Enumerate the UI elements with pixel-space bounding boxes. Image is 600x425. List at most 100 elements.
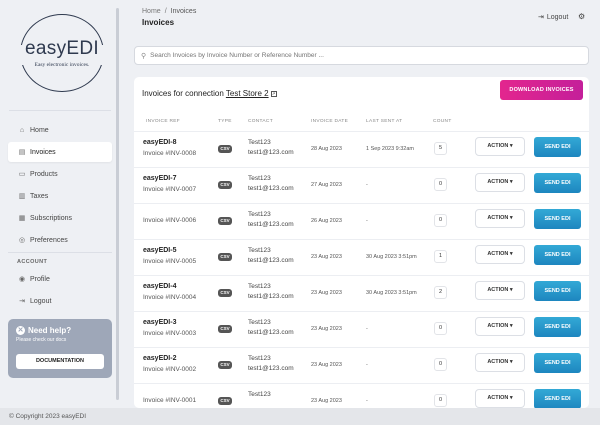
- type-badge: CSV: [218, 289, 232, 297]
- send-edi-button[interactable]: SEND EDI: [534, 245, 581, 265]
- sidebar-item-logout[interactable]: ⇥ Logout: [8, 291, 112, 311]
- invoice-number: Invoice #INV-0003: [143, 330, 197, 337]
- search-input[interactable]: [150, 52, 588, 59]
- sidebar-item-profile[interactable]: ◉ Profile: [8, 269, 112, 289]
- products-icon: ▭: [18, 171, 26, 178]
- send-edi-button[interactable]: SEND EDI: [534, 389, 581, 408]
- footer: © Copyright 2023 easyEDI: [0, 408, 600, 425]
- action-dropdown-button[interactable]: ACTION ▾: [475, 245, 525, 264]
- breadcrumb-home[interactable]: Home: [142, 8, 161, 15]
- invoice-ref[interactable]: easyEDI-4: [143, 283, 177, 290]
- send-edi-button[interactable]: SEND EDI: [534, 317, 581, 337]
- invoice-number: Invoice #INV-0007: [143, 186, 197, 193]
- help-subtitle: Please check our docs: [16, 337, 67, 343]
- sidebar-item-label: Preferences: [30, 236, 68, 244]
- invoice-ref[interactable]: easyEDI-2: [143, 355, 177, 362]
- contact-name: Test123: [248, 247, 271, 254]
- sidebar-item-products[interactable]: ▭ Products: [8, 164, 112, 184]
- invoice-ref[interactable]: easyEDI-7: [143, 175, 177, 182]
- sidebar-item-home[interactable]: ⌂ Home: [8, 120, 112, 140]
- documentation-button[interactable]: DOCUMENTATION: [16, 354, 104, 369]
- invoice-ref[interactable]: easyEDI-3: [143, 319, 177, 326]
- last-sent-at: 30 Aug 2023 3:51pm: [366, 290, 417, 296]
- table-header: INVOICE REF TYPE CONTACT INVOICE DATE LA…: [134, 119, 589, 129]
- search-icon: ⚲: [141, 52, 147, 60]
- sidebar-item-invoices[interactable]: ▤ Invoices: [8, 142, 112, 162]
- invoice-ref[interactable]: easyEDI-5: [143, 247, 177, 254]
- breadcrumb-separator: /: [164, 8, 167, 15]
- type-badge: CSV: [218, 181, 232, 189]
- contact-name: Test123: [248, 175, 271, 182]
- sidebar-item-preferences[interactable]: ◎ Preferences: [8, 230, 112, 250]
- invoice-number: Invoice #INV-0001: [143, 397, 197, 404]
- help-card: ✕ Need help? Please check our docs DOCUM…: [8, 319, 112, 378]
- invoice-date: 23 Aug 2023: [311, 326, 342, 332]
- logo-subtitle: Easy electronic invoices.: [34, 62, 90, 68]
- sidebar-scrollbar[interactable]: [116, 8, 119, 400]
- action-dropdown-button[interactable]: ACTION ▾: [475, 317, 525, 336]
- invoice-date: 23 Aug 2023: [311, 398, 342, 404]
- subscriptions-icon: ▦: [18, 215, 26, 222]
- page-title: Invoices: [142, 18, 175, 27]
- column-header-date: INVOICE DATE: [311, 119, 349, 124]
- search-bar: ⚲: [134, 46, 589, 65]
- send-edi-button[interactable]: SEND EDI: [534, 353, 581, 373]
- action-dropdown-button[interactable]: ACTION ▾: [475, 281, 525, 300]
- count-badge: 0: [434, 394, 447, 407]
- table-row[interactable]: easyEDI-8 Invoice #INV-0008 CSV Test123 test…: [134, 131, 589, 167]
- logo: easyEDI Easy electronic invoices.: [18, 14, 106, 92]
- send-edi-button[interactable]: SEND EDI: [534, 209, 581, 229]
- table-row[interactable]: easyEDI-3 Invoice #INV-0003 CSV Test123 test…: [134, 311, 589, 347]
- action-dropdown-button[interactable]: ACTION ▾: [475, 389, 525, 408]
- contact-email: test1@123.com: [248, 257, 294, 264]
- action-dropdown-button[interactable]: ACTION ▾: [475, 137, 525, 156]
- sidebar-divider: [9, 110, 111, 111]
- count-badge: 0: [434, 178, 447, 191]
- count-badge: 5: [434, 142, 447, 155]
- breadcrumb-current: Invoices: [170, 8, 197, 15]
- send-edi-button[interactable]: SEND EDI: [534, 137, 581, 157]
- connection-link[interactable]: Test Store 2: [225, 89, 269, 98]
- invoices-icon: ▤: [18, 149, 26, 156]
- sidebar-item-subscriptions[interactable]: ▦ Subscriptions: [8, 208, 112, 228]
- send-edi-button[interactable]: SEND EDI: [534, 281, 581, 301]
- table-row[interactable]: Invoice #INV-0006 CSV Test123 test1@123.com…: [134, 203, 589, 239]
- contact-name: Test123: [248, 211, 271, 218]
- download-invoices-button[interactable]: DOWNLOAD INVOICES: [500, 80, 583, 100]
- sidebar-item-taxes[interactable]: ▥ Taxes: [8, 186, 112, 206]
- taxes-icon: ▥: [18, 193, 26, 200]
- count-badge: 0: [434, 214, 447, 227]
- sidebar-item-label: Products: [30, 170, 58, 178]
- account-section-label: ACCOUNT: [17, 259, 48, 265]
- contact-name: Test123: [248, 283, 271, 290]
- type-badge: CSV: [218, 217, 232, 225]
- count-badge: 2: [434, 286, 447, 299]
- invoice-date: 26 Aug 2023: [311, 218, 342, 224]
- help-icon: ✕: [16, 326, 25, 335]
- action-dropdown-button[interactable]: ACTION ▾: [475, 209, 525, 228]
- last-sent-at: -: [366, 218, 368, 224]
- last-sent-at: 30 Aug 2023 3:51pm: [366, 254, 417, 260]
- action-dropdown-button[interactable]: ACTION ▾: [475, 353, 525, 372]
- table-row[interactable]: easyEDI-4 Invoice #INV-0004 CSV Test123 test…: [134, 275, 589, 311]
- external-link-icon[interactable]: ↗: [270, 91, 277, 97]
- type-badge: CSV: [218, 325, 232, 333]
- sidebar-nav: ⌂ Home ▤ Invoices ▭ Products ▥ Taxes ▦ S…: [8, 120, 112, 313]
- connection-heading: Invoices for connection Test Store 2 ↗: [142, 89, 277, 98]
- count-badge: 0: [434, 322, 447, 335]
- gear-icon[interactable]: ⚙: [578, 12, 586, 21]
- invoice-date: 23 Aug 2023: [311, 362, 342, 368]
- sidebar-item-label: Subscriptions: [30, 214, 73, 222]
- send-edi-button[interactable]: SEND EDI: [534, 173, 581, 193]
- table-row[interactable]: Invoice #INV-0001 CSV Test123 23 Aug 2023 - 0…: [134, 383, 589, 408]
- table-row[interactable]: easyEDI-2 Invoice #INV-0002 CSV Test123 test…: [134, 347, 589, 383]
- table-row[interactable]: easyEDI-5 Invoice #INV-0005 CSV Test123 test…: [134, 239, 589, 275]
- contact-name: Test123: [248, 355, 271, 362]
- table-row[interactable]: easyEDI-7 Invoice #INV-0007 CSV Test123 test…: [134, 167, 589, 203]
- logout-link[interactable]: ⇥ Logout: [538, 13, 568, 22]
- invoice-ref[interactable]: easyEDI-8: [143, 139, 177, 146]
- invoice-date: 23 Aug 2023: [311, 290, 342, 296]
- count-badge: 0: [434, 358, 447, 371]
- connection-prefix: Invoices for connection: [142, 89, 224, 98]
- action-dropdown-button[interactable]: ACTION ▾: [475, 173, 525, 192]
